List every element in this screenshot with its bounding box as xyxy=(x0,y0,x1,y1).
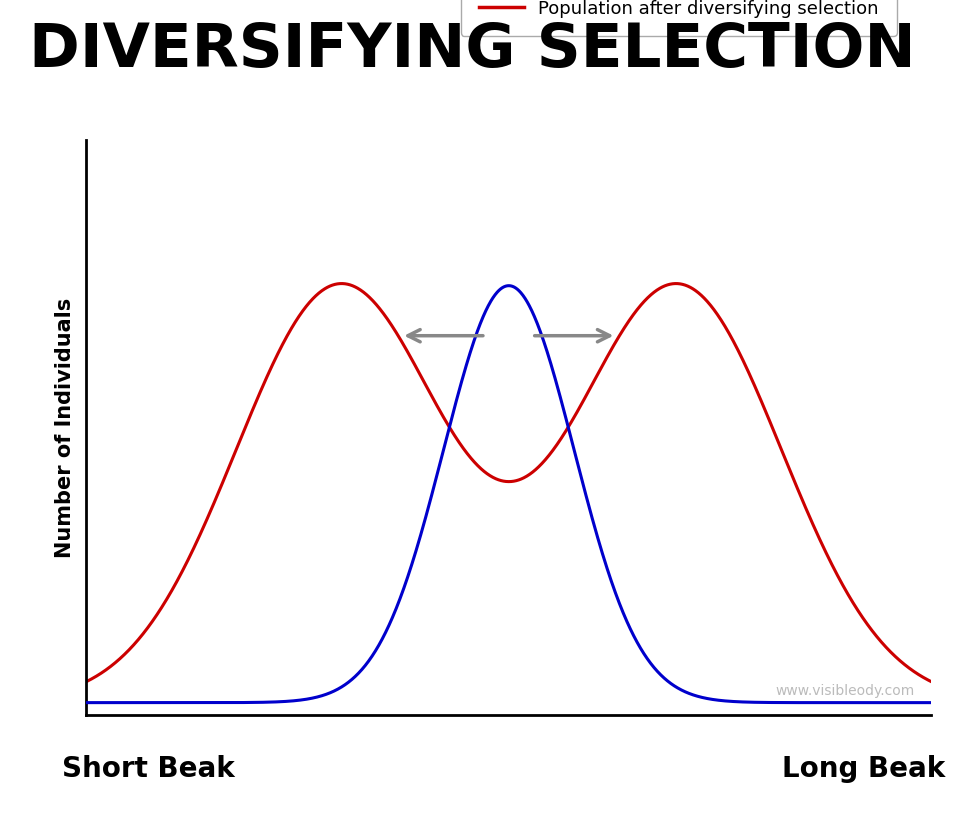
Y-axis label: Number of Individuals: Number of Individuals xyxy=(56,298,75,557)
Text: Short Beak: Short Beak xyxy=(62,755,235,783)
Text: Long Beak: Long Beak xyxy=(782,755,946,783)
Text: DIVERSIFYING SELECTION: DIVERSIFYING SELECTION xyxy=(29,21,916,80)
Legend: Original population, Population after diversifying selection: Original population, Population after di… xyxy=(461,0,897,35)
Text: www.visibleody.com: www.visibleody.com xyxy=(775,684,914,698)
